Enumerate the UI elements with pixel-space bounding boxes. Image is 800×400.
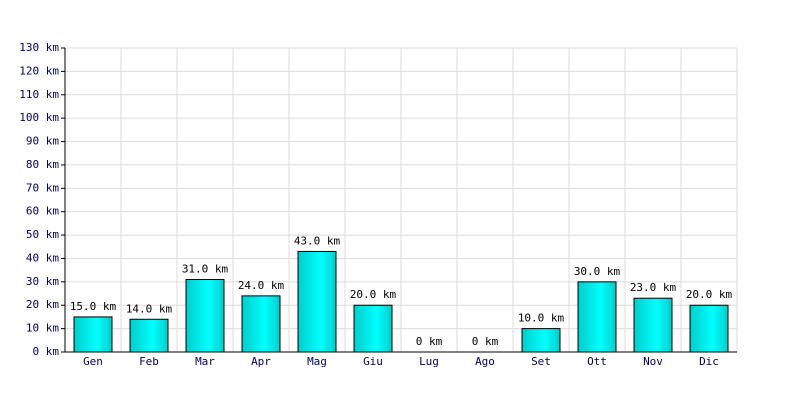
value-label: 10.0 km [518,312,565,325]
y-tick-label: 50 km [26,228,59,241]
y-tick-label: 10 km [26,322,59,335]
value-label: 31.0 km [182,263,229,276]
bar [521,328,561,353]
value-label: 23.0 km [630,281,677,294]
x-tick-label: Ago [475,355,495,368]
x-tick-label: Set [531,355,551,368]
value-label: 0 km [472,335,499,348]
value-label: 0 km [416,335,443,348]
x-tick-label: Mag [307,355,327,368]
bar [129,318,169,353]
value-label: 20.0 km [686,288,733,301]
bar [633,297,673,353]
y-tick-label: 40 km [26,251,59,264]
value-label: 14.0 km [126,302,173,315]
x-tick-label: Dic [699,355,719,368]
y-tick-label: 0 km [33,345,60,358]
value-label: 43.0 km [294,234,341,247]
y-tick-label: 20 km [26,298,59,311]
x-tick-label: Mar [195,355,215,368]
bar [297,250,337,353]
y-tick-label: 130 km [19,41,59,54]
y-tick-label: 110 km [19,88,59,101]
x-tick-label: Ott [587,355,607,368]
y-tick-label: 120 km [19,64,59,77]
bar [73,316,113,353]
value-label: 24.0 km [238,279,285,292]
y-tick-label: 30 km [26,275,59,288]
value-label: 20.0 km [350,288,397,301]
x-tick-label: Nov [643,355,663,368]
bar [185,279,225,353]
y-tick-label: 100 km [19,111,59,124]
y-tick-label: 60 km [26,205,59,218]
y-tick-label: 70 km [26,181,59,194]
bar [577,281,617,353]
value-label: 30.0 km [574,265,621,278]
bar [689,304,729,353]
bar [241,295,281,353]
y-tick-label: 80 km [26,158,59,171]
bar [353,304,393,353]
x-tick-label: Lug [419,355,439,368]
x-tick-label: Apr [251,355,271,368]
x-tick-label: Gen [83,355,103,368]
y-tick-label: 90 km [26,135,59,148]
value-label: 15.0 km [70,300,117,313]
x-tick-label: Feb [139,355,159,368]
x-tick-label: Giu [363,355,383,368]
